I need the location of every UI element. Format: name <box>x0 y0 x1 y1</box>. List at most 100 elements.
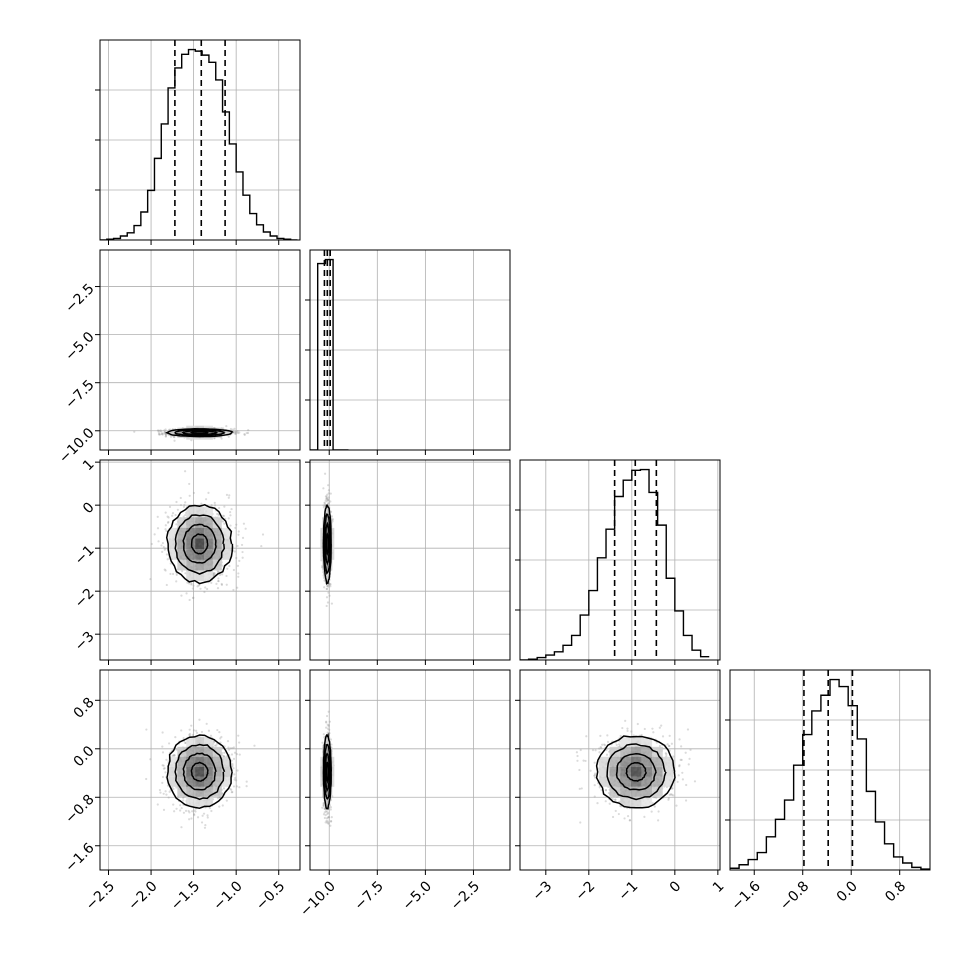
scatter-point <box>326 497 329 500</box>
density-cell <box>330 786 333 797</box>
density-cell <box>204 796 213 807</box>
scatter-point <box>193 814 196 817</box>
density-cell <box>212 517 222 528</box>
density-cell <box>212 549 222 560</box>
scatter-point <box>227 746 230 749</box>
scatter-point <box>233 550 236 553</box>
scatter-point <box>166 521 170 524</box>
scatter-point <box>325 587 328 590</box>
scatter-point <box>206 587 209 591</box>
scatter-point <box>198 718 201 721</box>
density-cell <box>320 776 323 787</box>
scatter-point <box>327 725 330 728</box>
scatter-point <box>171 514 174 517</box>
density-cell <box>195 425 205 428</box>
scatter-point <box>327 811 330 815</box>
density-cell <box>212 756 222 767</box>
scatter-point <box>160 544 163 547</box>
scatter-point <box>179 809 182 812</box>
scatter-point <box>322 813 326 816</box>
density-cell <box>204 538 213 550</box>
scatter-point <box>220 582 223 586</box>
scatter-point <box>233 778 236 781</box>
scatter-point <box>160 432 163 436</box>
scatter-point <box>247 429 250 432</box>
ytick-label-2-3: 0 <box>80 500 98 518</box>
scatter-point <box>166 515 169 518</box>
scatter-point <box>238 559 241 563</box>
scatter-point <box>165 553 169 556</box>
density-cell <box>332 776 335 787</box>
density-cell <box>204 766 213 777</box>
density-cell <box>212 746 222 757</box>
scatter-point <box>216 797 219 800</box>
scatter-point <box>213 571 216 575</box>
panel-2-2 <box>515 459 721 665</box>
scatter-point <box>241 550 244 554</box>
scatter-point <box>180 826 183 829</box>
density-cell <box>212 559 222 571</box>
density-cell <box>204 786 213 797</box>
scatter-point <box>222 427 225 430</box>
scatter-point <box>208 806 212 810</box>
density-cell <box>212 776 222 787</box>
scatter-point <box>199 587 202 590</box>
scatter-point <box>227 748 231 751</box>
scatter-point <box>167 796 170 799</box>
panel-content-1-0 <box>100 250 300 450</box>
scatter-point <box>329 808 332 811</box>
contour-3-1-3 <box>322 733 333 810</box>
scatter-point <box>188 733 191 736</box>
density-cell <box>195 796 205 807</box>
density-cell <box>186 425 196 428</box>
panel-frame-1-0 <box>99 249 301 451</box>
density-cell <box>326 796 329 807</box>
density-cell <box>195 517 205 528</box>
xtick-label-1-0: −10.0 <box>297 878 339 920</box>
scatter-point <box>213 501 216 504</box>
scatter-point <box>330 515 333 518</box>
panel-content-3-2 <box>520 670 720 870</box>
scatter-point <box>153 533 156 536</box>
density-cell <box>320 527 323 539</box>
scatter-point <box>156 803 159 806</box>
scatter-point <box>165 583 168 587</box>
density-cell <box>204 425 213 428</box>
density-cell <box>330 746 333 757</box>
scatter-point <box>181 570 184 573</box>
panel-2-1 <box>305 459 511 665</box>
scatter-point <box>326 816 330 819</box>
scatter-point <box>235 556 238 560</box>
density-cell <box>212 427 222 430</box>
density-cell <box>195 431 205 434</box>
scatter-point <box>232 785 236 788</box>
density-cell <box>204 506 213 518</box>
scatter-point <box>323 816 326 820</box>
scatter-point <box>175 523 178 526</box>
scatter-point <box>171 512 175 515</box>
scatter-point <box>157 540 160 543</box>
panel-frame-3-1 <box>309 669 511 871</box>
scatter-point <box>196 585 199 588</box>
scatter-point <box>327 496 330 499</box>
scatter-point <box>329 492 332 495</box>
xtick-label-1-3: −2.5 <box>448 878 483 913</box>
contour-3-0-1 <box>182 752 217 791</box>
scatter-point <box>182 515 185 518</box>
density-cell <box>177 776 187 787</box>
ytick-label-3-1: −0.8 <box>62 792 97 827</box>
ytick-label-2-0: −3 <box>72 629 98 655</box>
scatter-point <box>241 536 245 539</box>
scatter-point <box>149 758 152 761</box>
scatter-point <box>218 805 221 808</box>
scatter-point <box>203 826 207 829</box>
scatter-point <box>215 744 218 747</box>
scatter-point <box>175 786 178 789</box>
scatter-point <box>175 580 178 583</box>
scatter-point <box>163 568 166 571</box>
scatter-point <box>210 809 213 813</box>
contour-1-0-0 <box>189 430 209 435</box>
scatter-point <box>322 733 325 736</box>
panel-1-0: −10.0−7.5−5.0−2.5 <box>56 249 301 467</box>
scatter-point <box>225 799 228 802</box>
